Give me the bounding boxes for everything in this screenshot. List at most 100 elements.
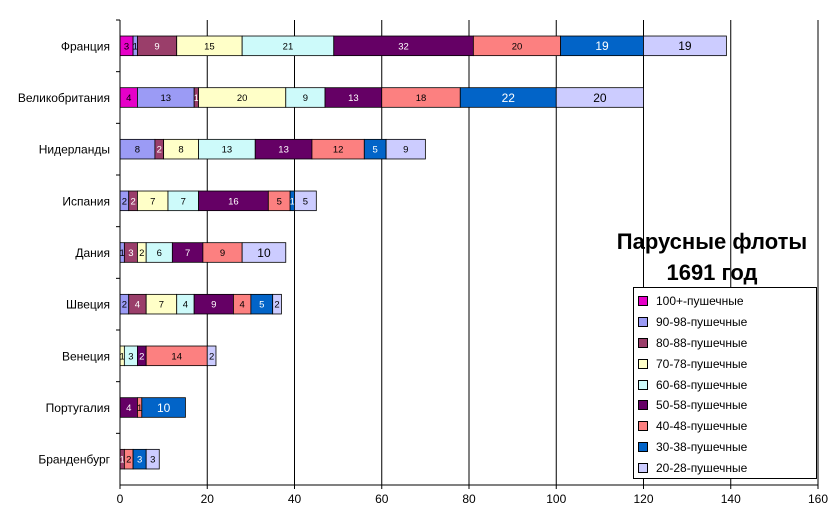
- category-label: Швеция: [66, 298, 110, 312]
- data-label: 7: [150, 196, 155, 207]
- data-label: 4: [135, 300, 140, 311]
- data-label: 1: [120, 351, 125, 362]
- x-tick-label: 100: [546, 492, 566, 506]
- category-label: Нидерланды: [39, 143, 110, 157]
- legend-label: 40-48-пушечные: [656, 419, 748, 434]
- bar-segment: [272, 293, 282, 315]
- legend-item: 90-98-пушечные: [634, 312, 816, 333]
- data-label: 8: [178, 145, 183, 156]
- data-label: 21: [283, 41, 294, 52]
- data-label: 5: [259, 300, 264, 311]
- legend-swatch: [638, 421, 648, 432]
- category-label: Бранденбург: [38, 453, 110, 467]
- x-tick-label: 60: [375, 492, 389, 506]
- data-label: 2: [157, 145, 162, 156]
- legend-item: 50-58-пушечные: [634, 395, 816, 416]
- data-label: 2: [122, 300, 127, 311]
- bar-segment: [141, 397, 186, 418]
- legend-label: 70-78-пушечные: [656, 356, 748, 371]
- legend-label: 80-88-пушечные: [656, 335, 748, 350]
- data-label: 19: [595, 39, 609, 53]
- legend-swatch: [638, 462, 648, 473]
- legend-item: 70-78-пушечные: [634, 353, 816, 374]
- bar-segment: [555, 87, 644, 108]
- data-label: 20: [512, 41, 523, 52]
- data-label: 13: [278, 145, 289, 156]
- category-label: Португалия: [46, 401, 110, 415]
- legend: 100+-пушечные 90-98-пушечные 80-88-пушечны…: [633, 287, 817, 479]
- x-tick-label: 160: [808, 492, 828, 506]
- data-label: 14: [171, 351, 182, 362]
- legend-label: 50-58-пушечные: [656, 398, 748, 413]
- bar-segment: [241, 242, 287, 263]
- data-label: 13: [348, 93, 359, 104]
- data-label: 1: [290, 196, 295, 207]
- category-label: Великобритания: [18, 91, 110, 105]
- category-label: Дания: [75, 246, 110, 260]
- data-label: 3: [150, 455, 155, 466]
- data-label: 1: [120, 248, 125, 259]
- legend-item: 20-28-пушечные: [634, 457, 816, 478]
- legend-swatch: [638, 358, 648, 369]
- bar-segment: [145, 448, 160, 470]
- data-label: 2: [209, 351, 214, 362]
- legend-item: 80-88-пушечные: [634, 333, 816, 354]
- data-label: 2: [139, 248, 144, 259]
- category-label: Испания: [62, 194, 110, 208]
- data-label: 20: [237, 93, 248, 104]
- data-label: 5: [277, 196, 282, 207]
- data-label: 7: [185, 248, 190, 259]
- data-label: 2: [139, 351, 144, 362]
- x-tick-label: 0: [117, 492, 124, 506]
- legend-item: 40-48-пушечные: [634, 416, 816, 437]
- data-label: 3: [128, 248, 133, 259]
- data-label: 9: [403, 145, 408, 156]
- data-label: 32: [398, 41, 409, 52]
- data-label: 18: [416, 93, 427, 104]
- chart-title-line-1: Парусные флоты: [616, 229, 808, 254]
- chart-title: Парусные флоты 1691 год: [592, 226, 832, 288]
- legend-swatch: [638, 337, 648, 348]
- data-label: 4: [183, 300, 188, 311]
- legend-item: 60-68-пушечные: [634, 374, 816, 395]
- data-label: 10: [157, 401, 171, 415]
- data-label: 7: [159, 300, 164, 311]
- data-label: 13: [222, 145, 233, 156]
- data-label: 9: [303, 93, 308, 104]
- data-label: 4: [126, 93, 131, 104]
- legend-item: 100+-пушечные: [634, 291, 816, 312]
- x-tick-label: 40: [288, 492, 302, 506]
- data-label: 13: [161, 93, 172, 104]
- data-label: 4: [240, 300, 245, 311]
- data-label: 16: [228, 196, 239, 207]
- legend-swatch: [638, 296, 648, 307]
- legend-swatch: [638, 441, 648, 452]
- data-label: 9: [211, 300, 216, 311]
- x-tick-label: 80: [462, 492, 476, 506]
- data-label: 3: [137, 455, 142, 466]
- legend-label: 60-68-пушечные: [656, 377, 748, 392]
- chart-title-line-2: 1691 год: [666, 260, 758, 285]
- data-label: 9: [220, 248, 225, 259]
- data-label: 6: [157, 248, 162, 259]
- data-label: 3: [128, 351, 133, 362]
- data-label: 3: [124, 41, 129, 52]
- data-label: 1: [194, 93, 199, 104]
- data-label: 10: [257, 246, 271, 260]
- x-tick-label: 20: [201, 492, 215, 506]
- legend-item: 30-38-пушечные: [634, 437, 816, 458]
- data-label: 22: [502, 91, 516, 105]
- axes: [116, 19, 819, 489]
- bar-segment: [385, 138, 426, 160]
- bar-segment: [206, 345, 217, 367]
- data-label: 1: [133, 41, 138, 52]
- data-label: 1: [120, 455, 125, 466]
- bar-segments: 3 1 9 15 21 32 20 19 194 13 1 20 9 13 18 22 208 2 8 13 13 12 5…: [120, 35, 727, 470]
- data-label: 4: [126, 403, 131, 414]
- legend-label: 20-28-пушечные: [656, 460, 748, 475]
- category-label: Венеция: [62, 349, 110, 363]
- data-label: 7: [181, 196, 186, 207]
- data-label: 2: [274, 300, 279, 311]
- data-label: 12: [333, 145, 344, 156]
- category-label: Франция: [61, 39, 110, 53]
